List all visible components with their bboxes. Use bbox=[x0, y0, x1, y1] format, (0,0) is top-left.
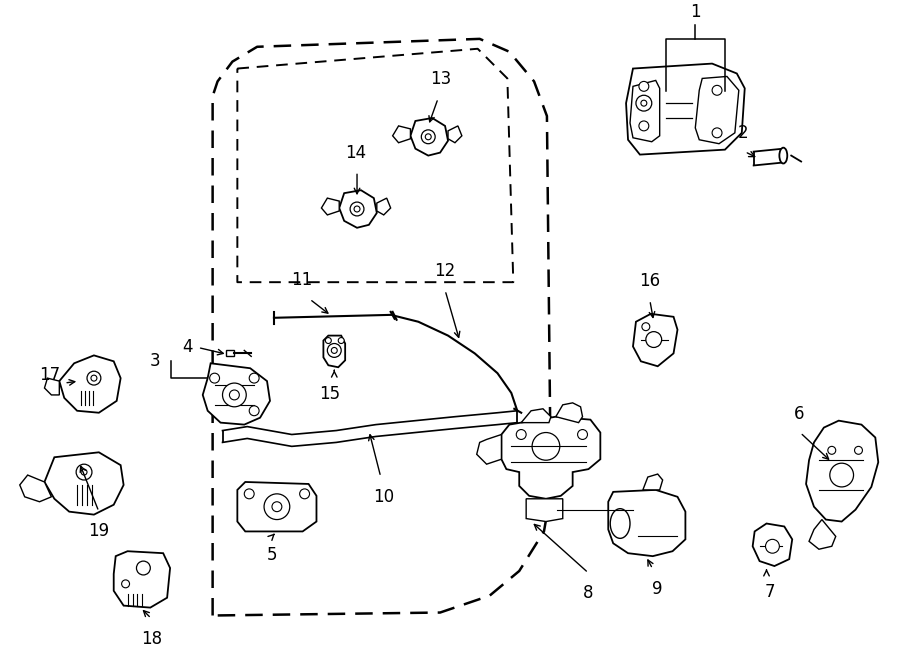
Polygon shape bbox=[448, 126, 462, 143]
Circle shape bbox=[81, 469, 87, 475]
Circle shape bbox=[830, 463, 853, 487]
Polygon shape bbox=[696, 77, 739, 143]
Polygon shape bbox=[752, 524, 792, 566]
Polygon shape bbox=[526, 499, 562, 522]
Polygon shape bbox=[44, 452, 123, 515]
Polygon shape bbox=[238, 482, 317, 531]
Circle shape bbox=[91, 375, 97, 381]
Text: 5: 5 bbox=[266, 546, 277, 564]
Circle shape bbox=[578, 430, 588, 440]
Polygon shape bbox=[501, 416, 600, 499]
Polygon shape bbox=[809, 520, 836, 549]
Circle shape bbox=[532, 432, 560, 460]
Polygon shape bbox=[806, 420, 878, 522]
Circle shape bbox=[264, 494, 290, 520]
Polygon shape bbox=[202, 364, 270, 424]
Text: 4: 4 bbox=[183, 338, 194, 356]
Text: 10: 10 bbox=[374, 488, 394, 506]
Text: 14: 14 bbox=[346, 143, 366, 161]
Circle shape bbox=[421, 130, 436, 143]
Polygon shape bbox=[633, 314, 678, 366]
Polygon shape bbox=[626, 63, 744, 155]
Polygon shape bbox=[44, 378, 59, 395]
Circle shape bbox=[639, 121, 649, 131]
Circle shape bbox=[828, 446, 836, 454]
Circle shape bbox=[854, 446, 862, 454]
Polygon shape bbox=[556, 403, 582, 422]
Circle shape bbox=[272, 502, 282, 512]
Circle shape bbox=[230, 390, 239, 400]
Ellipse shape bbox=[779, 147, 788, 163]
Polygon shape bbox=[321, 198, 339, 215]
Polygon shape bbox=[20, 475, 51, 502]
Circle shape bbox=[642, 323, 650, 330]
Circle shape bbox=[122, 580, 130, 588]
Text: 17: 17 bbox=[39, 366, 60, 384]
Ellipse shape bbox=[610, 509, 630, 538]
Circle shape bbox=[354, 206, 360, 212]
Circle shape bbox=[338, 338, 344, 344]
Polygon shape bbox=[339, 190, 377, 228]
Polygon shape bbox=[59, 356, 121, 412]
Text: 15: 15 bbox=[319, 385, 340, 403]
Text: 12: 12 bbox=[435, 262, 455, 280]
Text: 2: 2 bbox=[737, 124, 748, 141]
Circle shape bbox=[639, 81, 649, 91]
Text: 1: 1 bbox=[690, 3, 700, 21]
Polygon shape bbox=[608, 490, 686, 556]
Text: 19: 19 bbox=[88, 522, 110, 539]
Circle shape bbox=[517, 430, 526, 440]
Text: 7: 7 bbox=[764, 583, 775, 601]
Circle shape bbox=[249, 373, 259, 383]
Text: 8: 8 bbox=[583, 584, 594, 602]
Polygon shape bbox=[410, 118, 448, 155]
Circle shape bbox=[636, 95, 652, 111]
Text: 16: 16 bbox=[639, 272, 661, 290]
Text: 6: 6 bbox=[794, 405, 805, 422]
Circle shape bbox=[300, 489, 310, 499]
Circle shape bbox=[87, 371, 101, 385]
Polygon shape bbox=[643, 474, 662, 490]
Circle shape bbox=[712, 128, 722, 137]
Polygon shape bbox=[392, 126, 410, 143]
Circle shape bbox=[326, 338, 331, 344]
Circle shape bbox=[210, 373, 220, 383]
Circle shape bbox=[222, 383, 247, 407]
Text: 18: 18 bbox=[140, 631, 162, 648]
Polygon shape bbox=[630, 81, 660, 141]
Polygon shape bbox=[377, 198, 391, 215]
Circle shape bbox=[350, 202, 364, 216]
Text: 11: 11 bbox=[291, 271, 312, 289]
Polygon shape bbox=[113, 551, 170, 607]
Circle shape bbox=[76, 464, 92, 480]
Circle shape bbox=[646, 332, 662, 348]
Circle shape bbox=[249, 406, 259, 416]
Polygon shape bbox=[323, 336, 346, 368]
Text: 9: 9 bbox=[652, 580, 663, 598]
Polygon shape bbox=[521, 408, 551, 422]
Circle shape bbox=[426, 134, 431, 139]
Circle shape bbox=[328, 344, 341, 358]
Circle shape bbox=[641, 100, 647, 106]
Text: 3: 3 bbox=[150, 352, 160, 370]
Text: 13: 13 bbox=[430, 70, 452, 89]
Circle shape bbox=[766, 539, 779, 553]
Circle shape bbox=[331, 348, 338, 354]
Polygon shape bbox=[227, 350, 234, 356]
Polygon shape bbox=[477, 434, 501, 464]
Circle shape bbox=[244, 489, 254, 499]
Circle shape bbox=[712, 85, 722, 95]
Circle shape bbox=[137, 561, 150, 575]
